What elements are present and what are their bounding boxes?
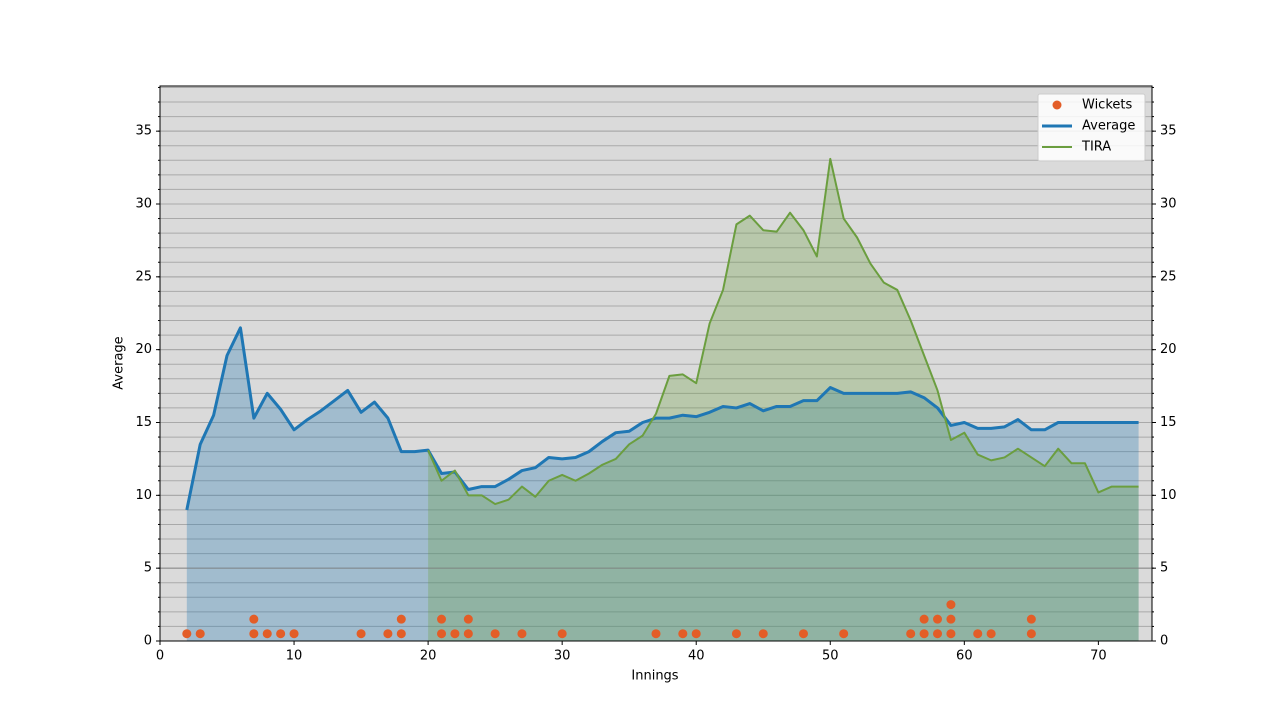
legend-marker bbox=[1052, 100, 1062, 110]
point bbox=[691, 629, 701, 639]
point bbox=[182, 629, 192, 639]
point bbox=[249, 629, 259, 639]
legend-box bbox=[1037, 93, 1146, 162]
x-tick-label: 0 bbox=[156, 649, 164, 664]
point bbox=[651, 629, 661, 639]
point bbox=[463, 614, 473, 624]
point bbox=[839, 629, 849, 639]
point bbox=[396, 629, 406, 639]
y2-tick-label: 15 bbox=[1160, 415, 1177, 430]
y-tick-label: 0 bbox=[144, 634, 152, 649]
x-tick-label: 40 bbox=[688, 649, 705, 664]
point bbox=[490, 629, 500, 639]
point bbox=[450, 629, 460, 639]
point bbox=[262, 629, 272, 639]
y2-tick-label: 0 bbox=[1160, 634, 1168, 649]
y-axis-label: Average bbox=[112, 336, 127, 389]
point bbox=[195, 629, 205, 639]
legend: Wickets Average TIRA bbox=[1037, 93, 1146, 162]
point bbox=[463, 629, 473, 639]
point bbox=[946, 629, 956, 639]
point bbox=[919, 629, 929, 639]
point bbox=[289, 629, 299, 639]
point bbox=[731, 629, 741, 639]
y-tick-label: 15 bbox=[135, 415, 152, 430]
plot-frame bbox=[159, 85, 1153, 642]
y2-tick-label: 35 bbox=[1160, 124, 1177, 139]
point bbox=[933, 629, 943, 639]
point bbox=[946, 600, 956, 610]
point bbox=[557, 629, 567, 639]
point bbox=[986, 629, 996, 639]
y2-tick-label: 5 bbox=[1160, 561, 1168, 576]
point bbox=[1026, 614, 1036, 624]
point bbox=[798, 629, 808, 639]
point bbox=[437, 629, 447, 639]
point bbox=[933, 614, 943, 624]
point bbox=[678, 629, 688, 639]
x-tick-label: 70 bbox=[1090, 649, 1107, 664]
point bbox=[946, 614, 956, 624]
y-tick-label: 10 bbox=[135, 488, 152, 503]
x-tick-label: 50 bbox=[822, 649, 839, 664]
point bbox=[973, 629, 983, 639]
point bbox=[906, 629, 916, 639]
y-tick-label: 35 bbox=[135, 124, 152, 139]
area-fill bbox=[186, 327, 1139, 641]
legend-label: Average bbox=[1082, 119, 1135, 134]
y-tick-label: 5 bbox=[144, 561, 152, 576]
y2-tick-label: 20 bbox=[1160, 342, 1177, 357]
point bbox=[437, 614, 447, 624]
y-tick-label: 30 bbox=[135, 196, 152, 211]
point bbox=[356, 629, 366, 639]
x-tick-label: 10 bbox=[286, 649, 303, 664]
y2-tick-label: 10 bbox=[1160, 488, 1177, 503]
point bbox=[758, 629, 768, 639]
y-tick-label: 25 bbox=[135, 269, 152, 284]
x-tick-label: 20 bbox=[420, 649, 437, 664]
area-fill bbox=[428, 158, 1139, 641]
point bbox=[249, 614, 259, 624]
y-tick-label: 20 bbox=[135, 342, 152, 357]
point bbox=[383, 629, 393, 639]
y2-tick-label: 25 bbox=[1160, 269, 1177, 284]
point bbox=[1026, 629, 1036, 639]
y2-tick-label: 30 bbox=[1160, 196, 1177, 211]
x-axis-label: Innings bbox=[631, 669, 678, 684]
point bbox=[919, 614, 929, 624]
plot-background bbox=[160, 86, 1152, 641]
point bbox=[276, 629, 286, 639]
legend-label: Wickets bbox=[1082, 98, 1132, 113]
legend-label: TIRA bbox=[1081, 140, 1111, 155]
x-tick-label: 60 bbox=[956, 649, 973, 664]
point bbox=[396, 614, 406, 624]
line bbox=[185, 326, 1139, 511]
line bbox=[427, 157, 1139, 506]
point bbox=[517, 629, 527, 639]
x-tick-label: 30 bbox=[554, 649, 571, 664]
